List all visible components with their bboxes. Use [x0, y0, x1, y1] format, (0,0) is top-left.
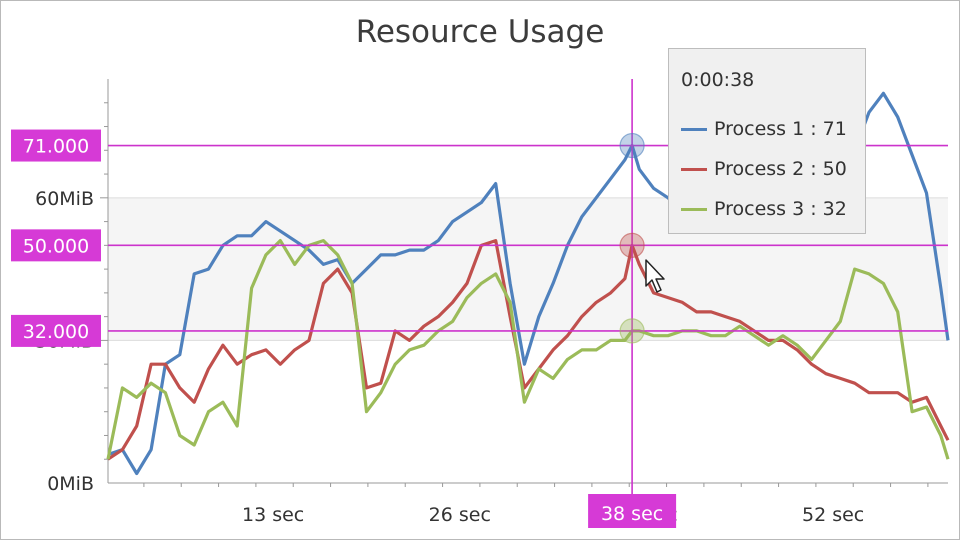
tooltip-row-process-3: Process 3 : 32	[681, 197, 847, 221]
tooltip-row-process-2: Process 2 : 50	[681, 157, 847, 181]
x-tick-label: 13 sec	[242, 504, 304, 526]
crosshair-marker-process-2	[619, 232, 645, 258]
crosshair-marker-process-3	[619, 318, 645, 344]
y-tick-label: 0MiB	[47, 473, 94, 495]
crosshair-x-badge	[588, 494, 677, 528]
y-tick-label: 60MiB	[35, 188, 94, 210]
process-1-swatch	[681, 127, 707, 131]
tooltip-time: 0:00:38	[681, 69, 755, 91]
tooltip-label-process-3: Process 3 : 32	[714, 198, 847, 220]
series-line-process-3	[106, 239, 950, 460]
tooltip-label-process-1: Process 1 : 71	[714, 118, 847, 140]
crosshair-y-label: 32.000	[23, 321, 89, 343]
process-2-swatch	[681, 167, 707, 171]
crosshair-y-badge	[11, 229, 101, 262]
chart-title: Resource Usage	[355, 14, 605, 50]
x-tick-label: 26 sec	[429, 504, 491, 526]
crosshair-x-label: 38 sec	[601, 503, 663, 525]
crosshair-marker-process-1	[619, 132, 645, 159]
crosshair-y-badge	[11, 314, 101, 347]
tooltip-label-process-2: Process 2 : 50	[714, 158, 847, 180]
crosshair-y-label: 50.000	[23, 235, 89, 257]
crosshair-y-label: 71.000	[23, 136, 89, 158]
tooltip-row-process-1: Process 1 : 71	[681, 117, 847, 141]
x-tick-label: 52 sec	[802, 504, 864, 526]
crosshair-y-badge	[11, 129, 101, 162]
process-3-swatch	[681, 207, 707, 211]
mouse-pointer-icon	[645, 259, 665, 293]
hover-tooltip: 0:00:38 Process 1 : 71 Process 2 : 50 Pr…	[668, 48, 866, 234]
